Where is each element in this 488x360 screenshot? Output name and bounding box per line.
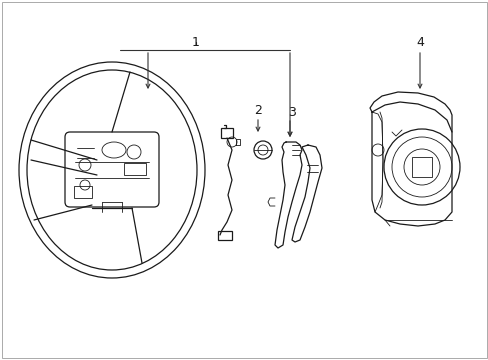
Bar (221, 128, 232, 138)
Bar (74, 186, 92, 198)
Text: 1: 1 (192, 36, 200, 49)
Bar (411, 157, 431, 177)
Text: 3: 3 (287, 105, 295, 118)
Bar (124, 163, 146, 175)
Text: 4: 4 (415, 36, 423, 49)
Text: 2: 2 (254, 104, 262, 117)
Bar (218, 231, 231, 240)
